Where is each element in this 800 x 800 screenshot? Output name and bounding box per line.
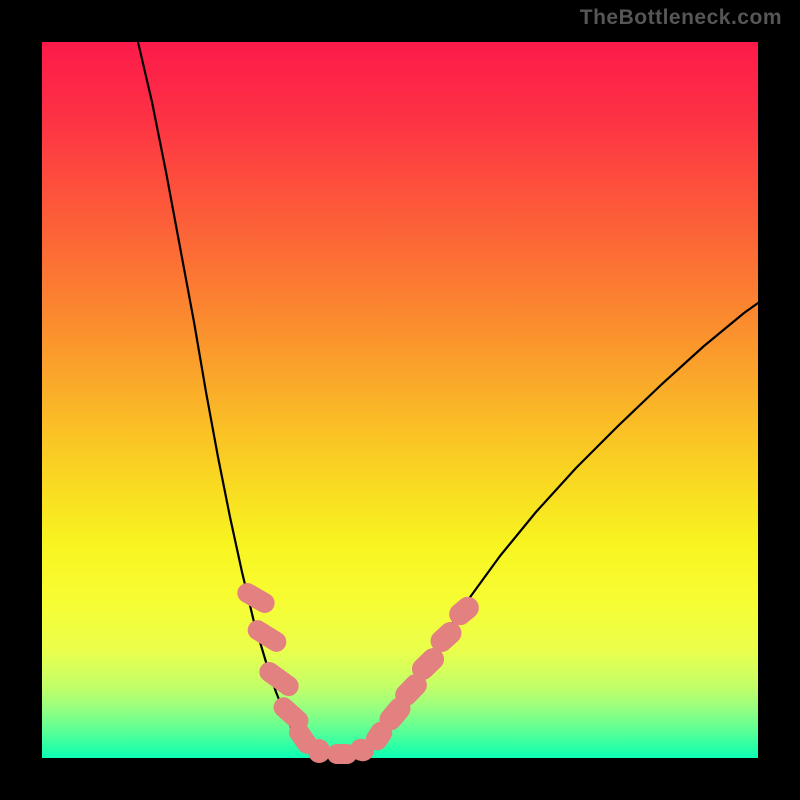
chart-frame: TheBottleneck.com bbox=[0, 0, 800, 800]
marker-group bbox=[234, 579, 484, 765]
curve-marker bbox=[234, 579, 279, 616]
curve-marker bbox=[244, 616, 290, 655]
overlay-svg bbox=[0, 0, 800, 800]
left-curve bbox=[138, 42, 350, 754]
curve-marker bbox=[255, 658, 302, 700]
